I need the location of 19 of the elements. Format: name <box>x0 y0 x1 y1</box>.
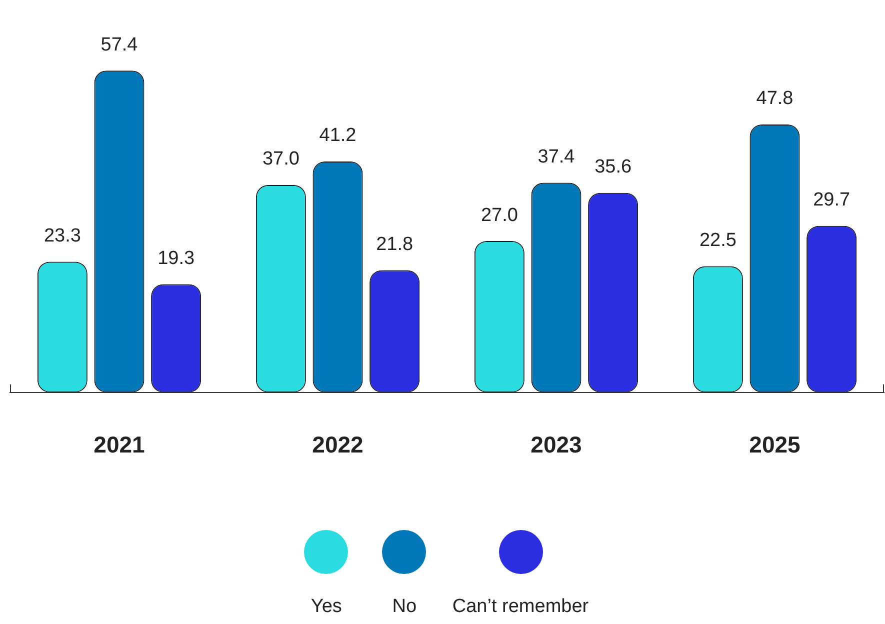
data-label: 23.3 <box>44 226 81 247</box>
legend-label: No <box>392 596 417 618</box>
x-tick-label: 2021 <box>94 432 146 458</box>
x-tick-label: 2025 <box>749 432 801 458</box>
x-tick-label: 2023 <box>530 432 582 458</box>
data-label: 21.8 <box>376 234 414 255</box>
data-label: 19.3 <box>158 248 195 269</box>
data-label: 47.8 <box>756 88 794 110</box>
x-tick-label: 2022 <box>312 432 364 458</box>
data-label: 41.2 <box>319 125 356 146</box>
legend-label: Can’t remember <box>452 596 589 618</box>
legend-label: Yes <box>310 596 342 618</box>
data-label: 57.4 <box>100 34 138 56</box>
data-label: 27.0 <box>480 204 518 226</box>
data-label: 29.7 <box>813 190 850 211</box>
data-label: 37.4 <box>538 146 576 168</box>
data-label: 22.5 <box>699 230 736 252</box>
data-label: 37.0 <box>262 148 300 170</box>
data-label: 35.6 <box>594 156 632 178</box>
